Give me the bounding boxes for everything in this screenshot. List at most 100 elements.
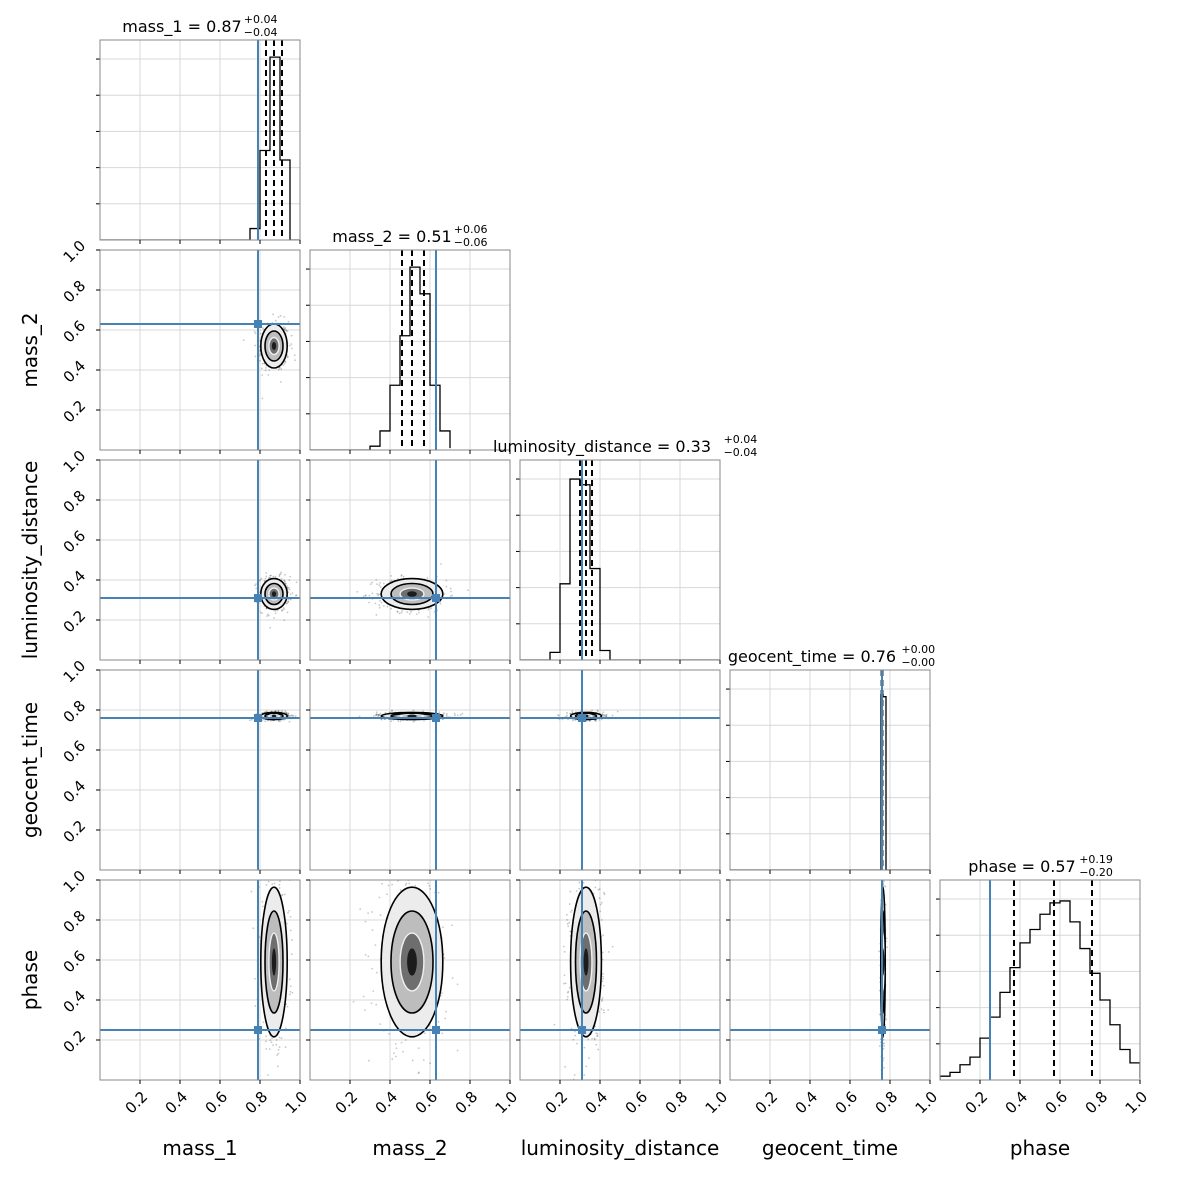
sample-point <box>267 719 269 722</box>
pair-panel-geocent_time-phase <box>730 880 930 1080</box>
sample-point <box>278 366 281 369</box>
sample-point <box>266 710 268 713</box>
sample-point <box>553 1023 556 1026</box>
sample-point <box>371 967 374 970</box>
sample-point <box>439 602 442 605</box>
sample-point <box>289 929 292 932</box>
pair-panel-mass_2-phase <box>310 880 510 1080</box>
sample-point <box>279 381 282 383</box>
sample-point <box>284 361 287 363</box>
sample-point <box>885 1018 888 1021</box>
sample-point <box>252 927 255 930</box>
x-axis-label-geocent_time: geocent_time <box>762 1136 898 1160</box>
sample-point <box>277 720 280 722</box>
sample-point <box>605 714 607 717</box>
sample-point <box>445 714 448 717</box>
truth-marker <box>254 1026 262 1034</box>
sample-point <box>599 910 602 913</box>
truth-marker <box>432 594 440 602</box>
sample-point <box>358 715 361 718</box>
sample-point <box>427 616 430 618</box>
sample-point <box>266 615 268 617</box>
marginal-title-geocent_time: geocent_time = 0.76 <box>728 647 896 667</box>
sample-point <box>571 909 573 912</box>
sample-point <box>289 715 292 717</box>
truth-marker <box>254 714 262 722</box>
sample-point <box>386 893 389 896</box>
sample-point <box>569 712 572 715</box>
sample-point <box>371 581 373 584</box>
panel-frame <box>309 459 511 661</box>
sample-point <box>375 971 378 974</box>
sample-point <box>574 1034 576 1037</box>
marginal-panel-luminosity_distance <box>520 460 720 660</box>
sample-point <box>400 611 403 614</box>
sample-point <box>273 617 275 619</box>
sample-point <box>405 882 408 885</box>
sample-point <box>588 1057 590 1059</box>
sample-point <box>601 980 604 983</box>
sample-point <box>601 713 604 716</box>
sample-point <box>454 714 457 717</box>
sample-point <box>600 718 603 721</box>
y-axis-label-mass_2: mass_2 <box>18 312 42 387</box>
sample-point <box>882 880 885 883</box>
sample-point <box>422 1059 425 1061</box>
sample-point <box>281 609 284 612</box>
sample-point <box>286 602 288 604</box>
panel-frame <box>99 459 301 661</box>
sample-point <box>264 577 267 580</box>
pair-panel-mass_1-phase <box>100 880 300 1080</box>
sample-point <box>602 972 604 975</box>
sample-point <box>254 977 256 980</box>
sample-point <box>270 1041 273 1044</box>
sample-point <box>283 580 286 583</box>
sample-point <box>267 880 270 883</box>
sample-point <box>284 1027 287 1030</box>
sample-point <box>362 995 365 998</box>
sample-point <box>451 924 453 927</box>
sample-point <box>601 997 604 999</box>
sample-point <box>572 1038 575 1041</box>
sample-point <box>397 720 400 722</box>
truth-marker <box>878 1026 886 1034</box>
sample-point <box>285 602 288 605</box>
sample-point <box>280 368 283 370</box>
sample-point <box>294 715 297 718</box>
sample-point <box>290 343 293 345</box>
density-peak <box>271 714 277 718</box>
sample-point <box>285 329 288 332</box>
sample-point <box>564 1065 567 1068</box>
sample-point <box>561 718 564 721</box>
sample-point <box>282 607 285 609</box>
sample-point <box>377 715 380 718</box>
sample-point <box>284 327 287 329</box>
sample-point <box>578 887 581 890</box>
sample-point <box>377 714 380 717</box>
sample-point <box>264 720 267 723</box>
sample-point <box>607 1009 610 1011</box>
sample-point <box>404 1039 407 1041</box>
sample-point <box>286 584 288 587</box>
sample-point <box>267 614 270 617</box>
density-peak <box>271 591 277 597</box>
sample-point <box>254 344 257 347</box>
sample-point <box>265 884 268 886</box>
sample-point <box>287 713 290 715</box>
sample-point <box>557 714 559 716</box>
sample-point <box>602 975 604 978</box>
sample-point <box>279 880 281 883</box>
sample-point <box>596 1034 599 1037</box>
sample-point <box>882 1038 885 1041</box>
sample-point <box>278 719 280 722</box>
sample-point <box>258 579 261 582</box>
marginal-panel-phase <box>940 880 1140 1080</box>
sample-point <box>395 1047 398 1050</box>
sample-point <box>367 912 370 915</box>
sample-point <box>886 946 888 949</box>
sample-point <box>375 613 378 616</box>
sample-point <box>558 714 560 717</box>
sample-point <box>411 1059 414 1062</box>
sample-point <box>286 330 289 333</box>
